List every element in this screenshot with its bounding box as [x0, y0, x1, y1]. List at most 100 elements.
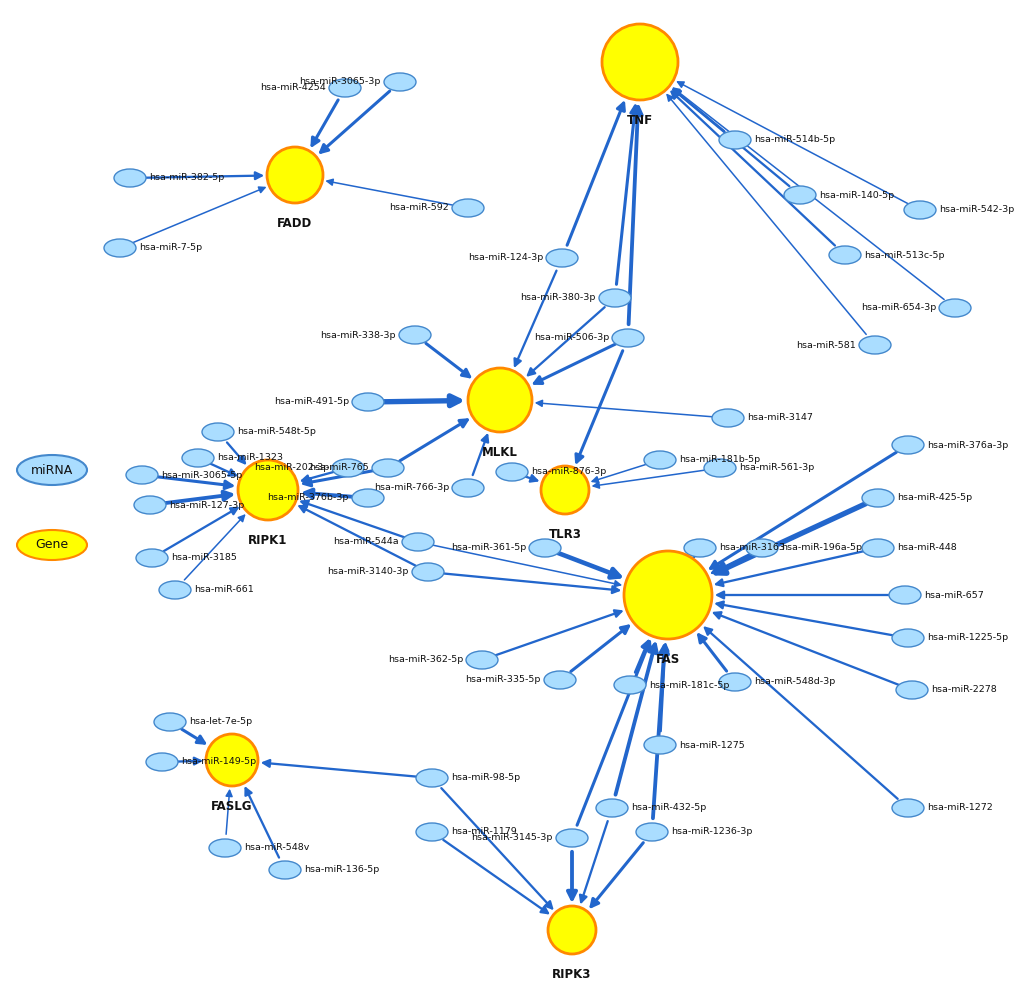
Ellipse shape	[17, 530, 87, 560]
Ellipse shape	[202, 423, 233, 442]
Circle shape	[547, 906, 595, 954]
Text: hsa-miR-1275: hsa-miR-1275	[679, 741, 744, 750]
Ellipse shape	[466, 651, 497, 669]
Ellipse shape	[416, 769, 447, 787]
Ellipse shape	[643, 451, 676, 469]
Ellipse shape	[892, 629, 923, 647]
Ellipse shape	[543, 671, 576, 689]
Text: hsa-miR-654-3p: hsa-miR-654-3p	[860, 303, 935, 312]
Ellipse shape	[416, 823, 447, 841]
Text: hsa-miR-548d-3p: hsa-miR-548d-3p	[753, 677, 835, 686]
Text: hsa-miR-1272: hsa-miR-1272	[926, 803, 991, 812]
Ellipse shape	[451, 479, 484, 497]
Text: hsa-miR-362-5p: hsa-miR-362-5p	[387, 655, 463, 664]
Text: FASLG: FASLG	[211, 800, 253, 813]
Text: hsa-miR-766-3p: hsa-miR-766-3p	[373, 484, 448, 493]
Text: hsa-miR-2278: hsa-miR-2278	[930, 685, 996, 695]
Ellipse shape	[611, 329, 643, 347]
Text: hsa-miR-127-3p: hsa-miR-127-3p	[169, 501, 244, 509]
Text: hsa-miR-3140-3p: hsa-miR-3140-3p	[327, 568, 409, 577]
Text: hsa-miR-380-3p: hsa-miR-380-3p	[520, 293, 595, 302]
Text: RIPK3: RIPK3	[551, 968, 591, 981]
Text: hsa-miR-1323: hsa-miR-1323	[217, 454, 282, 463]
Text: hsa-miR-3065-3p: hsa-miR-3065-3p	[300, 78, 381, 87]
Text: hsa-miR-542-3p: hsa-miR-542-3p	[938, 206, 1013, 215]
Text: hsa-miR-876-3p: hsa-miR-876-3p	[531, 468, 605, 477]
Text: hsa-miR-548t-5p: hsa-miR-548t-5p	[236, 427, 316, 436]
Text: hsa-miR-661: hsa-miR-661	[194, 586, 254, 595]
Text: hsa-miR-765: hsa-miR-765	[309, 464, 369, 473]
Ellipse shape	[412, 563, 443, 581]
Circle shape	[206, 734, 258, 786]
Ellipse shape	[828, 246, 860, 264]
Text: hsa-miR-3145-3p: hsa-miR-3145-3p	[471, 834, 552, 843]
Text: hsa-miR-382-5p: hsa-miR-382-5p	[149, 173, 224, 182]
Circle shape	[237, 460, 298, 520]
Text: hsa-miR-136-5p: hsa-miR-136-5p	[304, 866, 379, 875]
Circle shape	[267, 147, 323, 203]
Text: hsa-miR-361-5p: hsa-miR-361-5p	[450, 543, 526, 552]
Ellipse shape	[154, 713, 185, 731]
Text: TNF: TNF	[627, 114, 652, 127]
Text: hsa-miR-196a-5p: hsa-miR-196a-5p	[781, 543, 861, 552]
Circle shape	[624, 551, 711, 639]
Ellipse shape	[104, 239, 136, 257]
Text: hsa-miR-506-3p: hsa-miR-506-3p	[533, 334, 608, 343]
Ellipse shape	[383, 73, 416, 91]
Text: hsa-miR-149-5p: hsa-miR-149-5p	[180, 757, 256, 766]
Ellipse shape	[861, 489, 893, 507]
Ellipse shape	[684, 539, 715, 557]
Text: hsa-miR-338-3p: hsa-miR-338-3p	[320, 331, 395, 340]
Circle shape	[601, 24, 678, 100]
Text: hsa-miR-140-5p: hsa-miR-140-5p	[818, 191, 894, 200]
Ellipse shape	[329, 79, 361, 97]
Text: hsa-miR-3065-5p: hsa-miR-3065-5p	[161, 471, 243, 480]
Ellipse shape	[895, 681, 927, 699]
Ellipse shape	[703, 459, 736, 477]
Ellipse shape	[903, 201, 935, 219]
Text: Gene: Gene	[36, 538, 68, 551]
Text: MLKL: MLKL	[482, 446, 518, 459]
Ellipse shape	[495, 463, 528, 481]
Ellipse shape	[17, 455, 87, 485]
Text: hsa-miR-4254: hsa-miR-4254	[260, 84, 326, 93]
Text: hsa-miR-3163: hsa-miR-3163	[718, 543, 785, 552]
Text: hsa-miR-3147: hsa-miR-3147	[746, 413, 812, 422]
Text: hsa-miR-448: hsa-miR-448	[896, 543, 956, 552]
Text: hsa-miR-491-5p: hsa-miR-491-5p	[274, 397, 348, 406]
Ellipse shape	[331, 459, 364, 477]
Ellipse shape	[889, 586, 920, 604]
Ellipse shape	[451, 199, 484, 217]
Text: TLR3: TLR3	[548, 528, 581, 541]
Ellipse shape	[598, 289, 631, 307]
Ellipse shape	[133, 496, 166, 514]
Ellipse shape	[136, 549, 168, 566]
Circle shape	[468, 368, 532, 432]
Ellipse shape	[892, 799, 923, 817]
Text: hsa-miR-202-3p: hsa-miR-202-3p	[254, 464, 329, 473]
Ellipse shape	[529, 539, 560, 557]
Text: hsa-miR-561-3p: hsa-miR-561-3p	[739, 464, 813, 473]
Ellipse shape	[643, 736, 676, 754]
Text: hsa-miR-1179: hsa-miR-1179	[450, 828, 517, 837]
Ellipse shape	[892, 436, 923, 454]
Text: hsa-let-7e-5p: hsa-let-7e-5p	[189, 718, 252, 727]
Ellipse shape	[545, 249, 578, 267]
Ellipse shape	[938, 299, 970, 317]
Ellipse shape	[718, 673, 750, 691]
Text: hsa-miR-592: hsa-miR-592	[389, 204, 448, 213]
Ellipse shape	[398, 326, 431, 344]
Text: FADD: FADD	[277, 217, 312, 230]
Text: hsa-miR-181b-5p: hsa-miR-181b-5p	[679, 456, 759, 465]
Text: RIPK1: RIPK1	[248, 534, 287, 547]
Text: hsa-miR-98-5p: hsa-miR-98-5p	[450, 773, 520, 782]
Text: hsa-miR-513c-5p: hsa-miR-513c-5p	[863, 251, 944, 259]
Text: miRNA: miRNA	[31, 464, 73, 477]
Text: hsa-miR-425-5p: hsa-miR-425-5p	[896, 494, 971, 503]
Ellipse shape	[555, 829, 587, 847]
Ellipse shape	[613, 676, 645, 694]
Ellipse shape	[636, 823, 667, 841]
Ellipse shape	[711, 409, 743, 427]
Text: hsa-miR-376a-3p: hsa-miR-376a-3p	[926, 440, 1007, 450]
Text: hsa-miR-544a: hsa-miR-544a	[333, 537, 398, 546]
